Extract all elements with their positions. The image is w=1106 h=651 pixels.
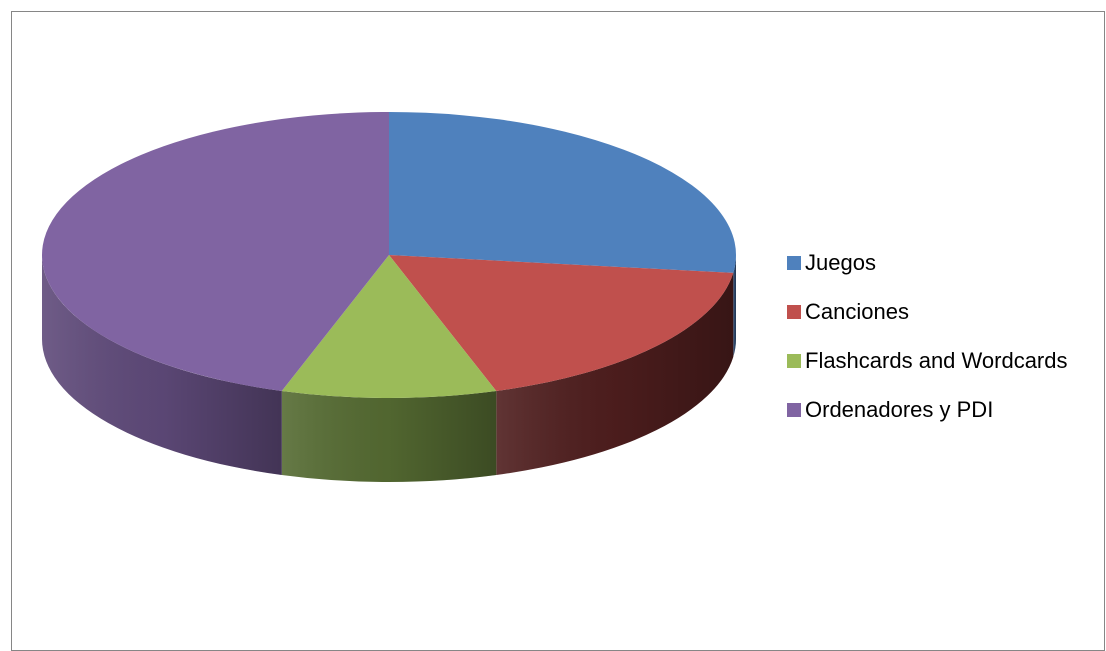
legend-label-ordenadores: Ordenadores y PDI	[805, 396, 994, 422]
slice-side-shade-canciones	[496, 272, 734, 476]
legend-swatch-canciones	[787, 304, 801, 319]
legend: Juegos Canciones Flashcards and Wordcard…	[787, 238, 1068, 434]
legend-swatch-juegos	[787, 255, 801, 270]
legend-swatch-flashcards	[787, 353, 801, 368]
slice-side-shade-juegos	[733, 255, 736, 357]
slice-top-canciones	[389, 255, 734, 392]
legend-label-canciones: Canciones	[805, 298, 909, 324]
slice-top-juegos	[389, 112, 736, 273]
legend-label-juegos: Juegos	[805, 249, 876, 275]
slice-side-shade-ordenadores-y-pdi	[42, 255, 282, 476]
legend-label-flashcards: Flashcards and Wordcards	[805, 347, 1068, 373]
pie-top	[42, 111, 736, 398]
slice-top-ordenadores-y-pdi	[42, 111, 390, 392]
slice-top-flashcards-and-wordcards	[281, 255, 497, 398]
pie-chart	[42, 111, 736, 482]
legend-swatch-ordenadores	[787, 402, 801, 417]
legend-item-flashcards: Flashcards and Wordcards	[787, 336, 1068, 385]
legend-item-juegos: Juegos	[787, 238, 1068, 287]
slice-side-shade-flashcards-and-wordcards	[281, 391, 497, 482]
legend-item-canciones: Canciones	[787, 287, 1068, 336]
legend-item-ordenadores: Ordenadores y PDI	[787, 385, 1068, 434]
pie-sides	[42, 255, 736, 482]
